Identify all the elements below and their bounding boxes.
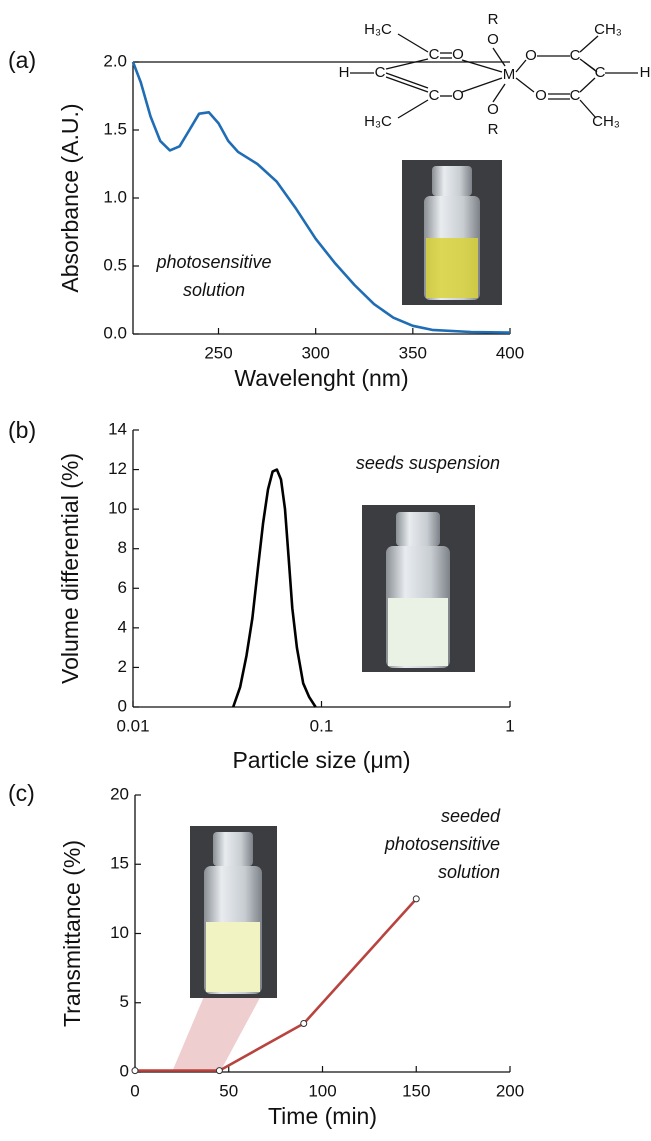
data-line	[131, 61, 511, 334]
x-tick-label: 50	[219, 1081, 238, 1100]
x-tick-label: 250	[204, 343, 232, 362]
panel-label: (c)	[8, 780, 35, 806]
structure-label: O	[452, 46, 464, 63]
y-tick-label: 6	[118, 578, 127, 597]
y-tick-label: 4	[118, 617, 127, 636]
y-tick-label: 0	[118, 696, 127, 715]
structure-label: C	[429, 87, 440, 104]
annotation: seeds suspension	[356, 453, 500, 473]
annotation: solution	[438, 862, 500, 882]
structure-label: M	[503, 66, 516, 83]
annotation: seeded	[441, 806, 501, 826]
structure-label: C	[375, 64, 386, 81]
structure-bonds	[350, 33, 638, 119]
panel-label: (a)	[8, 47, 36, 73]
annotation: photosensitive	[384, 834, 500, 854]
y-axis-title: Transmittance (%)	[59, 840, 85, 1027]
x-tick-label: 0.01	[116, 716, 149, 735]
structure-label: O	[487, 101, 499, 118]
structure-label: O	[535, 87, 547, 104]
x-tick-label: 100	[308, 1081, 336, 1100]
annotation: photosensitive	[155, 252, 271, 272]
data-point	[215, 1067, 223, 1075]
y-tick-label: 14	[108, 419, 127, 438]
y-axis-title: Absorbance (A.U.)	[57, 103, 83, 292]
y-tick-label: 2	[118, 657, 127, 676]
structure-label: C	[570, 47, 581, 64]
x-tick-label: 1	[505, 716, 514, 735]
annotation: solution	[183, 280, 245, 300]
structure-label: O	[487, 31, 499, 48]
x-tick-label: 150	[402, 1081, 430, 1100]
y-tick-label: 0.5	[103, 255, 127, 274]
y-tick-label: 10	[110, 923, 129, 942]
data-point	[412, 895, 420, 903]
structure-label: H	[339, 64, 350, 81]
y-tick-label: 1.5	[103, 119, 127, 138]
structure-label: CH₃	[594, 21, 622, 38]
y-tick-label: 0	[120, 1061, 129, 1080]
vial-photo-a	[402, 160, 502, 305]
data-line	[231, 468, 317, 708]
structure-label: H₃C	[364, 113, 392, 130]
structure-label: O	[525, 47, 537, 64]
y-tick-label: 12	[108, 459, 127, 478]
structure-label: R	[488, 121, 499, 138]
x-tick-label: 400	[496, 343, 524, 362]
y-tick-label: 2.0	[103, 51, 127, 70]
structure-label: CH₃	[592, 113, 620, 130]
structure-label: C	[570, 87, 581, 104]
panel-label: (b)	[8, 417, 36, 443]
y-tick-label: 15	[110, 854, 129, 873]
vial-photo-c	[190, 826, 277, 998]
y-tick-label: 20	[110, 784, 129, 803]
x-axis-title: Time (min)	[268, 1103, 377, 1129]
structure-label: R	[488, 11, 499, 28]
zoom-wedge	[172, 994, 262, 1072]
x-tick-label: 350	[399, 343, 427, 362]
y-tick-label: 1.0	[103, 187, 127, 206]
structure-label: H	[640, 64, 651, 81]
y-axis-title: Volume differential (%)	[57, 453, 83, 684]
structure-label: C	[595, 64, 606, 81]
data-point	[300, 1020, 308, 1028]
structure-label: O	[452, 87, 464, 104]
x-tick-label: 200	[496, 1081, 524, 1100]
structure-label: H₃C	[364, 21, 392, 38]
y-tick-label: 5	[120, 992, 129, 1011]
vial-photo-b	[362, 505, 475, 672]
data-line	[135, 898, 418, 1072]
y-tick-label: 0.0	[103, 323, 127, 342]
x-axis-title: Particle size (μm)	[232, 747, 410, 773]
x-tick-label: 0	[130, 1081, 139, 1100]
x-axis-title: Wavelenght (nm)	[234, 365, 408, 391]
structure-label: C	[429, 46, 440, 63]
data-point	[131, 1067, 139, 1075]
x-tick-label: 0.1	[310, 716, 334, 735]
y-tick-label: 10	[108, 499, 127, 518]
y-tick-label: 8	[118, 538, 127, 557]
x-tick-label: 300	[301, 343, 329, 362]
